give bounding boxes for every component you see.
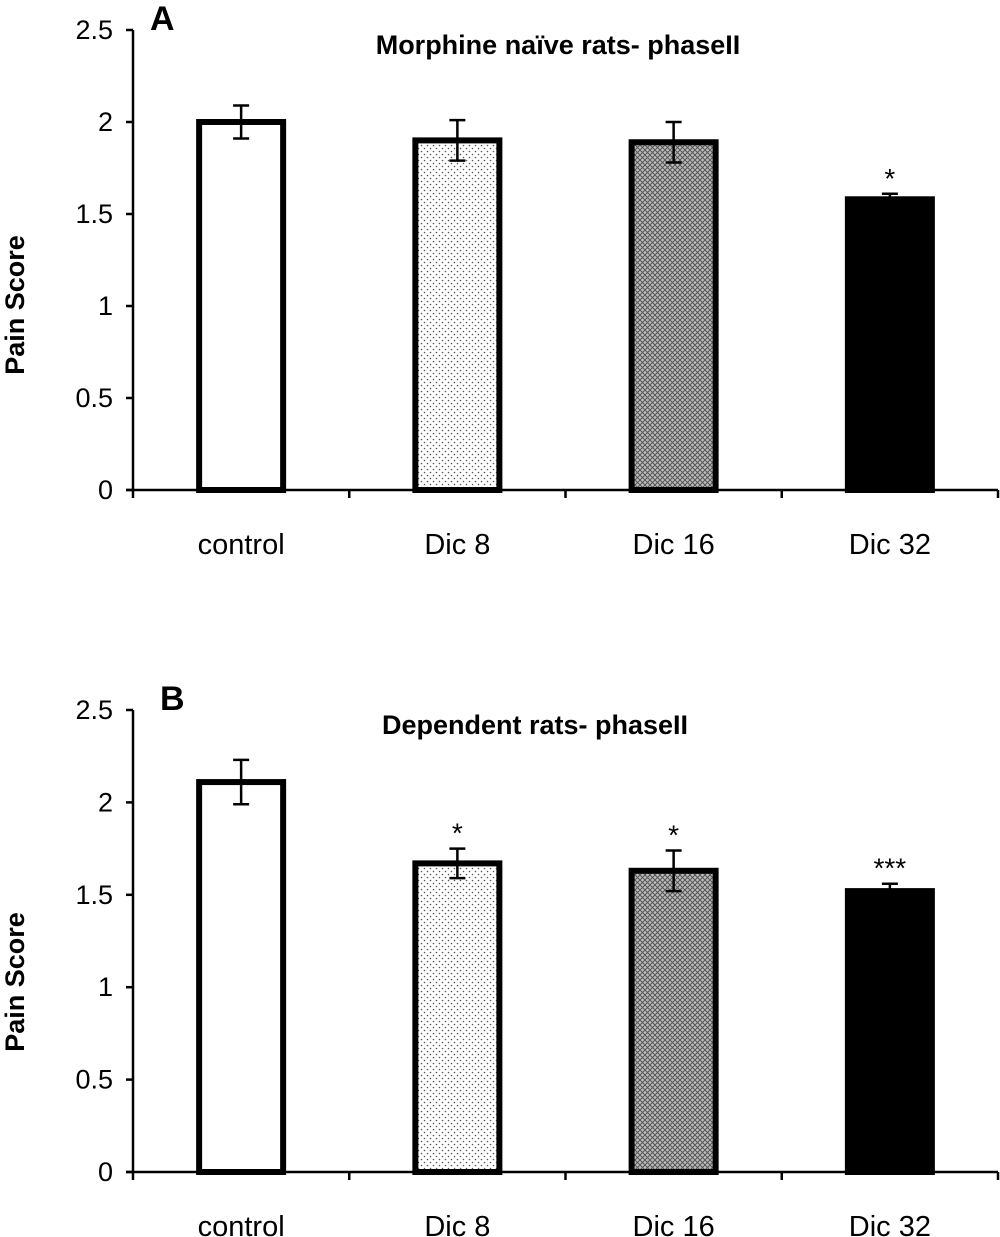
panel-b-significance-3: * bbox=[668, 819, 679, 850]
panel-b-axes bbox=[126, 710, 1000, 1180]
panel-b-title: Dependent rats- phaseII bbox=[382, 710, 688, 740]
panel-b-x-labels: control Dic 8 Dic 16 Dic 32 bbox=[198, 1211, 931, 1237]
panel-a-y-tick-label: 2.5 bbox=[75, 15, 113, 45]
panel-b-y-tick-label: 1.5 bbox=[75, 880, 113, 910]
panel-b-y-axis-label: Pain Score bbox=[0, 912, 30, 1052]
panel-a-bar-3 bbox=[628, 139, 719, 494]
panel-b-x-tick-label: control bbox=[198, 1211, 285, 1237]
panel-a-y-tick-label: 1.5 bbox=[75, 199, 113, 229]
panel-a-title: Morphine naïve rats- phaseII bbox=[376, 30, 741, 60]
panel-a-bar-4 bbox=[844, 196, 935, 493]
panel-a-y-tick-label: 1 bbox=[98, 291, 113, 321]
panel-b: B Dependent rats- phaseII Pain Score 0 0.… bbox=[0, 680, 1000, 1237]
panel-b-significance-2: * bbox=[452, 818, 463, 849]
panel-a-y-tick-label: 0 bbox=[98, 475, 113, 505]
panel-b-bar-3 bbox=[628, 867, 719, 1175]
panel-a: A Morphine naïve rats- phaseII Pain Scor… bbox=[0, 0, 1000, 561]
panel-b-bar-2 bbox=[412, 860, 503, 1175]
panel-b-y-ticks: 0 0.5 1 1.5 2 2.5 bbox=[75, 695, 133, 1187]
panel-b-x-tick-label: Dic 8 bbox=[424, 1211, 490, 1237]
panel-a-y-axis-label: Pain Score bbox=[0, 235, 30, 375]
panel-a-y-ticks: 0 0.5 1 1.5 2 2.5 bbox=[75, 15, 133, 505]
panel-b-y-tick-label: 2.5 bbox=[75, 695, 113, 725]
panel-b-significance-4: *** bbox=[874, 853, 907, 884]
panel-a-x-tick-label: Dic 32 bbox=[849, 529, 931, 561]
panel-b-y-tick-label: 0 bbox=[98, 1157, 113, 1187]
panel-a-axes bbox=[126, 30, 1000, 498]
panel-b-x-tick-label: Dic 32 bbox=[849, 1211, 931, 1237]
panel-b-x-tick-label: Dic 16 bbox=[633, 1211, 715, 1237]
panel-a-significance-4: * bbox=[884, 163, 895, 194]
panel-a-bar-2 bbox=[412, 137, 503, 493]
panel-b-y-tick-label: 0.5 bbox=[75, 1065, 113, 1095]
panel-a-x-labels: control Dic 8 Dic 16 Dic 32 bbox=[198, 529, 931, 561]
panel-a-x-tick-label: Dic 16 bbox=[633, 529, 715, 561]
panel-b-y-tick-label: 2 bbox=[98, 787, 113, 817]
panel-a-y-tick-label: 0.5 bbox=[75, 383, 113, 413]
panel-a-bars: * bbox=[196, 104, 935, 494]
panel-a-x-tick-label: control bbox=[198, 529, 285, 561]
panel-a-letter: A bbox=[150, 0, 175, 38]
panel-b-letter: B bbox=[160, 680, 185, 718]
panel-b-bar-4 bbox=[844, 888, 935, 1175]
panel-a-y-tick-label: 2 bbox=[98, 107, 113, 137]
panel-a-x-tick-label: Dic 8 bbox=[424, 529, 490, 561]
panel-b-y-tick-label: 1 bbox=[98, 972, 113, 1002]
panel-b-bars: * **** bbox=[196, 758, 935, 1176]
panel-b-bar-1 bbox=[196, 779, 287, 1176]
panel-a-bar-1 bbox=[196, 119, 287, 493]
